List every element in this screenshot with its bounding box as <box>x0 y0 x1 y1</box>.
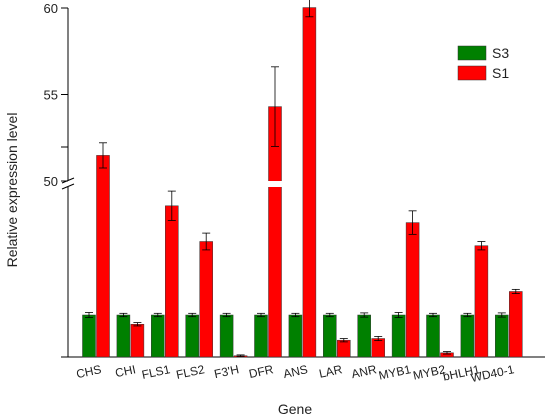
bar-S3-bHLH1 <box>460 314 475 358</box>
x-tick-label: CHI <box>114 362 137 380</box>
x-tick-label: ANS <box>282 362 309 381</box>
bar-S3-CHI <box>116 314 131 358</box>
axis-break-mark <box>61 183 75 190</box>
bar-S3-CHS <box>82 314 96 358</box>
bar-S1-CHI <box>130 323 145 358</box>
bar-S3-FLS2 <box>185 314 199 358</box>
y-tick-label: 55 <box>44 88 58 103</box>
bar-break-gap <box>267 181 283 187</box>
bar-S1-FLS2 <box>199 241 213 358</box>
bar-S1-FLS1 <box>165 205 179 358</box>
x-tick-label: MYB1 <box>377 362 412 383</box>
bar-S3-LAR <box>323 314 337 358</box>
legend-swatch-S3 <box>457 45 487 61</box>
legend-label-S3: S3 <box>492 45 509 61</box>
bar-S1-MYB1 <box>405 222 420 358</box>
bars <box>82 0 523 358</box>
bar-S1-LAR <box>337 339 351 358</box>
x-tick-label: MYB2 <box>412 362 447 383</box>
bar-S3-MYB1 <box>391 314 406 358</box>
x-tick-label: LAR <box>318 362 344 381</box>
bar-S3-MYB2 <box>426 314 440 358</box>
legend-swatch-S1 <box>457 65 487 81</box>
bar-S1-bHLH1 <box>474 245 489 358</box>
x-tick-label: FLS2 <box>175 362 206 382</box>
x-tick-label: DFR <box>248 362 275 381</box>
tick-labels: 50 55 60 CHS CHI FLS1 FLS2 F3'H DFR ANS LAR ANR MYB1… <box>44 1 516 385</box>
bar-S3-WD40-1 <box>495 314 509 358</box>
y-tick-label: 60 <box>44 1 58 16</box>
bar-S3-F3'H <box>219 314 234 358</box>
bar-S3-DFR <box>254 314 268 358</box>
legend-label-S1: S1 <box>492 65 509 81</box>
bar-S1-ANR <box>371 338 385 358</box>
x-tick-label: F3'H <box>213 362 240 381</box>
x-axis-label: Gene <box>278 401 312 417</box>
bar-S3-ANR <box>357 314 371 358</box>
y-axis-label: Relative expression level <box>4 113 20 268</box>
bar-S1-ANS <box>302 7 317 358</box>
bar-S3-ANS <box>288 314 303 358</box>
y-tick-label: 50 <box>44 174 58 189</box>
bar-S3-FLS1 <box>151 314 165 358</box>
x-tick-label: FLS1 <box>140 362 171 382</box>
bar-S1-CHS <box>96 155 110 358</box>
x-tick-label: CHS <box>75 362 103 381</box>
x-tick-label: ANR <box>350 362 378 381</box>
bar-S1-WD40-1 <box>509 291 523 358</box>
